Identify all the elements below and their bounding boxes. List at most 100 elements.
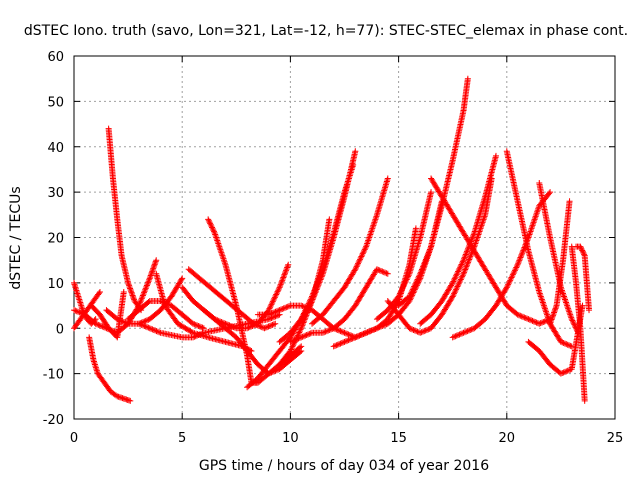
data-point [453,272,460,279]
data-point [218,251,225,258]
data-marks [71,75,593,404]
data-point [139,322,146,329]
data-point [565,305,572,312]
data-point [268,310,275,317]
data-point [534,207,541,214]
data-point [397,289,404,296]
data-point [359,250,366,257]
data-point [271,295,278,302]
data-point [210,227,217,234]
data-point [566,308,573,315]
data-point [533,319,540,326]
data-point [414,276,421,283]
data-point [422,327,429,334]
data-point [375,266,382,273]
data-point [564,367,571,374]
data-point [369,225,376,232]
data-point [360,249,367,256]
data-point [337,328,344,335]
data-point [542,308,549,315]
data-point [410,326,417,333]
data-point [136,301,143,308]
data-point [209,225,216,232]
data-point [145,279,152,286]
data-point [354,262,361,269]
data-point [581,251,588,258]
y-tick-label: 10 [47,277,64,292]
data-point [379,268,386,275]
data-point [297,348,304,355]
data-point [401,282,408,289]
data-point [578,246,585,253]
data-point [72,307,79,314]
data-point [384,270,391,277]
data-point [121,319,128,326]
data-point [409,326,416,333]
data-point [455,267,462,274]
data-point [361,330,368,337]
data-point [458,261,465,268]
data-point [580,250,587,257]
data-point [450,292,457,299]
data-point [366,232,373,239]
data-point [464,247,471,254]
data-point [213,234,220,241]
data-point [152,327,159,334]
data-point [344,337,351,344]
data-point [529,222,536,229]
data-point [538,296,545,303]
data-point [512,265,519,272]
data-point [309,296,316,303]
data-point [275,285,282,292]
data-point [326,326,333,333]
data-point [396,292,403,299]
data-point [355,259,362,266]
data-point [318,275,325,282]
data-point [79,310,86,317]
data-point [562,298,569,305]
data-point [280,305,287,312]
data-point [257,323,264,330]
data-point [300,319,307,326]
data-point [464,260,471,267]
data-point [525,316,532,323]
data-point [561,368,568,375]
data-point [148,325,155,332]
data-point [511,268,518,275]
data-point [278,280,285,287]
data-point [570,320,577,327]
data-point [345,337,352,344]
data-point [460,257,467,264]
data-point [466,255,473,262]
data-point [453,286,460,293]
data-point [76,309,83,316]
data-point [142,285,149,292]
data-point [139,293,146,300]
data-point [271,294,278,301]
data-point [380,322,387,329]
data-point [511,267,518,274]
data-point [411,283,418,290]
data-point [216,245,223,252]
series [276,148,359,345]
data-point [268,322,275,329]
data-point [403,277,410,284]
data-point [567,311,574,318]
data-point [371,326,378,333]
data-point [563,299,570,306]
data-point [462,266,469,273]
data-point [365,236,372,243]
data-point [269,368,276,375]
data-point [453,284,460,291]
data-point [120,288,127,295]
data-point [586,307,593,314]
data-point [144,281,151,288]
data-point [286,303,293,310]
data-point [118,317,125,324]
data-point [269,298,276,305]
data-point [395,293,402,300]
data-point [143,283,150,290]
data-point [220,257,227,264]
data-point [427,245,434,252]
data-point [532,213,539,220]
